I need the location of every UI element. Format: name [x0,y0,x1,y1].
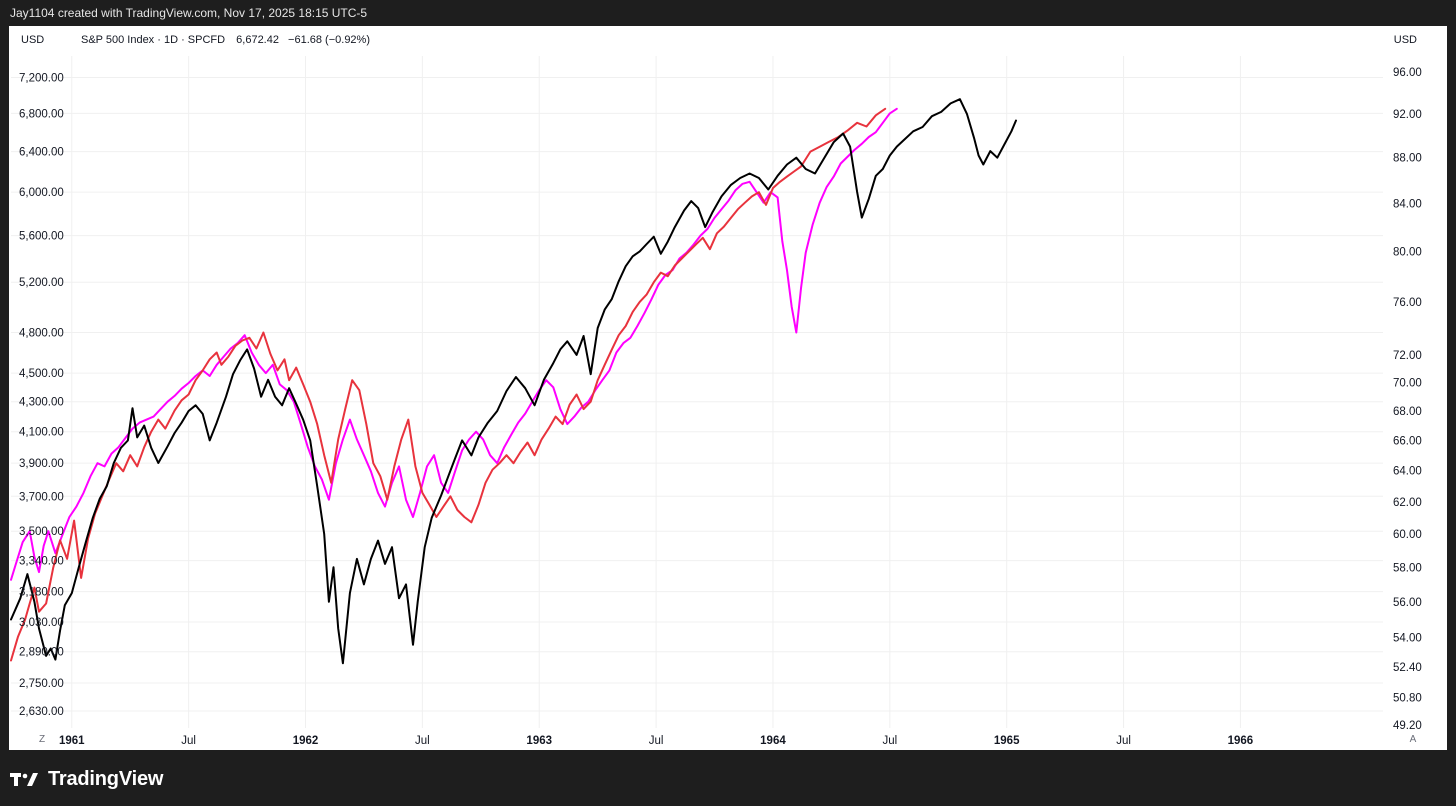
left-tick-label: 2,890.00 [19,647,64,659]
right-tick-label: 62.00 [1393,497,1422,509]
gridlines [11,56,1383,728]
x-tick-label: 1961 [59,735,85,747]
left-tick-label: 3,700.00 [19,491,64,503]
right-price-axis[interactable]: 96.00 92.00 88.00 84.00 80.00 76.00 72.00 70.00… [1393,67,1422,732]
footer-bar: TradingView [0,750,1456,806]
right-tick-label: 92.00 [1393,109,1422,121]
legend-symbol[interactable]: S&P 500 Index · 1D · SPCFD 6,672.42 −61.… [81,34,370,46]
left-tick-label: 4,100.00 [19,427,64,439]
right-tick-label: 76.00 [1393,297,1422,309]
legend-last-price: 6,672.42 [236,34,279,46]
left-tick-label: 2,630.00 [19,706,64,718]
price-chart[interactable]: 7,200.00 6,800.00 6,400.00 6,000.00 5,600.00… [9,26,1447,750]
zoom-button[interactable]: Z [39,734,45,745]
left-tick-label: 5,600.00 [19,231,64,243]
tradingview-logo-icon [10,773,38,786]
right-tick-label: 60.00 [1393,529,1422,541]
left-tick-label: 4,500.00 [19,368,64,380]
left-tick-label: 4,300.00 [19,397,64,409]
time-axis[interactable]: 1961 Jul 1962 Jul 1963 Jul 1964 Jul 1965 Jul 1966 [59,735,1253,747]
right-tick-label: 54.00 [1393,633,1422,645]
credit-bar: Jay1104 created with TradingView.com, No… [0,0,1456,26]
x-tick-label: 1966 [1228,735,1254,747]
left-tick-label: 3,900.00 [19,458,64,470]
credit-text: Jay1104 created with TradingView.com, No… [10,6,368,20]
left-tick-label: 6,000.00 [19,187,64,199]
series-line [10,98,1017,665]
series-line [10,107,887,662]
x-tick-label: Jul [415,735,430,747]
right-tick-label: 72.00 [1393,350,1422,362]
left-tick-label: 7,200.00 [19,72,64,84]
series-line [10,107,898,581]
left-tick-label: 3,500.00 [19,526,64,538]
right-tick-label: 68.00 [1393,406,1422,418]
x-tick-label: Jul [1116,735,1131,747]
tradingview-logo: TradingView [10,764,163,794]
x-tick-label: 1964 [760,735,786,747]
right-tick-label: 64.00 [1393,466,1422,478]
x-tick-label: 1963 [526,735,552,747]
right-currency-label: USD [1394,34,1417,46]
right-tick-label: 50.80 [1393,693,1422,705]
left-tick-label: 2,750.00 [19,678,64,690]
right-tick-label: 49.20 [1393,720,1422,732]
legend-change: −61.68 (−0.92%) [288,34,370,46]
x-tick-label: Jul [649,735,664,747]
tradingview-wordmark: TradingView [48,767,164,790]
right-tick-label: 96.00 [1393,67,1422,79]
right-tick-label: 70.00 [1393,378,1422,390]
left-tick-label: 5,200.00 [19,277,64,289]
left-tick-label: 3,340.00 [19,556,64,568]
left-tick-label: 3,030.00 [19,617,64,629]
x-tick-label: 1962 [293,735,319,747]
x-tick-label: Jul [882,735,897,747]
x-tick-label: 1965 [994,735,1020,747]
series-layer [10,98,1017,665]
right-tick-label: 58.00 [1393,562,1422,574]
left-currency-label: USD [21,34,44,46]
right-tick-label: 84.00 [1393,198,1422,210]
chart-frame[interactable]: 7,200.00 6,800.00 6,400.00 6,000.00 5,600.00… [9,26,1447,750]
left-tick-label: 3,180.00 [19,587,64,599]
right-tick-label: 52.40 [1393,662,1422,674]
right-tick-label: 88.00 [1393,153,1422,165]
right-tick-label: 66.00 [1393,435,1422,447]
auto-scale-button[interactable]: A [1410,734,1417,745]
left-tick-label: 6,800.00 [19,108,64,120]
left-tick-label: 6,400.00 [19,147,64,159]
legend-symbol-name: S&P 500 Index · 1D · SPCFD [81,34,225,46]
right-tick-label: 56.00 [1393,597,1422,609]
right-tick-label: 80.00 [1393,246,1422,258]
left-price-axis[interactable]: 7,200.00 6,800.00 6,400.00 6,000.00 5,600.00… [19,72,64,718]
x-tick-label: Jul [181,735,196,747]
left-tick-label: 4,800.00 [19,328,64,340]
